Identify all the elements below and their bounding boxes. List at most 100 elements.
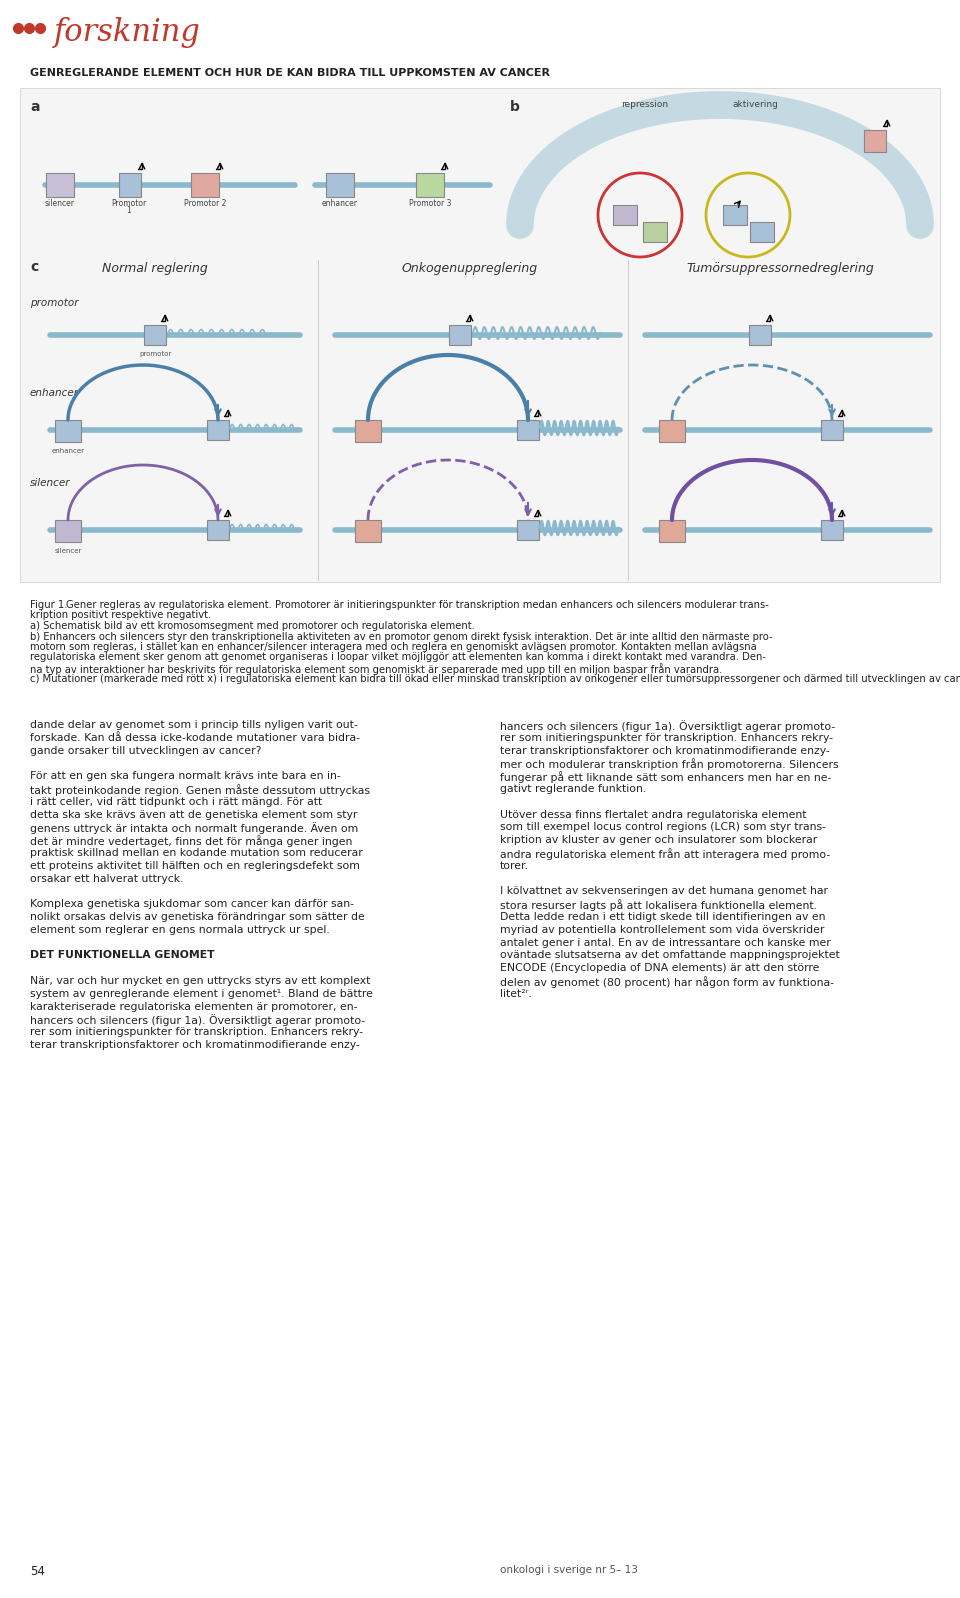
FancyBboxPatch shape — [355, 420, 381, 443]
Text: terar transkriptionsfaktorer och kromatinmodifierande enzy-: terar transkriptionsfaktorer och kromati… — [500, 746, 829, 756]
Text: karakteriserade regulatoriska elementen är promotorer, en-: karakteriserade regulatoriska elementen … — [30, 1002, 357, 1012]
Text: kription positivt respektive negativt.: kription positivt respektive negativt. — [30, 610, 211, 620]
Text: takt proteinkodande region. Genen måste dessutom uttryckas: takt proteinkodande region. Genen måste … — [30, 785, 370, 796]
Text: fungerar på ett liknande sätt som enhancers men har en ne-: fungerar på ett liknande sätt som enhanc… — [500, 772, 831, 783]
Text: Promotor 2: Promotor 2 — [183, 200, 227, 208]
Text: repression: repression — [621, 101, 668, 109]
FancyBboxPatch shape — [659, 519, 685, 542]
Text: enhancer: enhancer — [52, 447, 84, 454]
FancyBboxPatch shape — [119, 173, 141, 197]
FancyBboxPatch shape — [20, 88, 940, 582]
Text: Utöver dessa finns flertalet andra regulatoriska element: Utöver dessa finns flertalet andra regul… — [500, 810, 806, 820]
Text: silencer: silencer — [45, 200, 75, 208]
Text: onkologi i sverige nr 5– 13: onkologi i sverige nr 5– 13 — [500, 1564, 637, 1576]
Text: silencer: silencer — [55, 548, 82, 555]
Text: a: a — [30, 101, 39, 113]
Text: praktisk skillnad mellan en kodande mutation som reducerar: praktisk skillnad mellan en kodande muta… — [30, 849, 363, 858]
Text: promotor: promotor — [139, 352, 171, 356]
Text: Gener regleras av regulatoriska element. Promotorer är initieringspunkter för tr: Gener regleras av regulatoriska element.… — [66, 599, 769, 610]
Text: silencer: silencer — [30, 478, 70, 487]
Text: När, var och hur mycket en gen uttrycks styrs av ett komplext: När, var och hur mycket en gen uttrycks … — [30, 976, 371, 986]
Text: Onkogenuppreglering: Onkogenuppreglering — [402, 262, 538, 275]
Text: delen av genomet (80 procent) har någon form av funktiona-: delen av genomet (80 procent) har någon … — [500, 976, 834, 988]
Text: ett proteins aktivitet till hälften och en regleringsdefekt som: ett proteins aktivitet till hälften och … — [30, 861, 360, 871]
Text: i rätt celler, vid rätt tidpunkt och i rätt mängd. För att: i rätt celler, vid rätt tidpunkt och i r… — [30, 797, 323, 807]
FancyBboxPatch shape — [207, 420, 229, 439]
Text: Tumörsuppressornedreglering: Tumörsuppressornedreglering — [686, 262, 874, 275]
Text: andra regulatoriska element från att interagera med promo-: andra regulatoriska element från att int… — [500, 849, 830, 860]
Text: gande orsaker till utvecklingen av cancer?: gande orsaker till utvecklingen av cance… — [30, 746, 261, 756]
Text: Komplexa genetiska sjukdomar som cancer kan därför san-: Komplexa genetiska sjukdomar som cancer … — [30, 900, 354, 909]
FancyBboxPatch shape — [864, 129, 886, 152]
Text: motorn som regleras, i stället kan en enhancer/silencer interagera med och regle: motorn som regleras, i stället kan en en… — [30, 642, 756, 652]
Text: forskade. Kan då dessa icke-kodande mutationer vara bidra-: forskade. Kan då dessa icke-kodande muta… — [30, 733, 360, 743]
Text: orsakar ett halverat uttryck.: orsakar ett halverat uttryck. — [30, 874, 183, 884]
Text: c: c — [30, 260, 38, 273]
Text: b: b — [510, 101, 520, 113]
Text: Promotor 3: Promotor 3 — [409, 200, 451, 208]
FancyBboxPatch shape — [144, 324, 166, 345]
Text: GENREGLERANDE ELEMENT OCH HUR DE KAN BIDRA TILL UPPKOMSTEN AV CANCER: GENREGLERANDE ELEMENT OCH HUR DE KAN BID… — [30, 69, 550, 78]
Text: enhancer: enhancer — [322, 200, 358, 208]
Text: oväntade slutsatserna av det omfattande mappningsprojektet: oväntade slutsatserna av det omfattande … — [500, 951, 840, 960]
Text: litet²ʳ.: litet²ʳ. — [500, 989, 532, 999]
Text: myriad av potentiella kontrollelement som vida överskrider: myriad av potentiella kontrollelement so… — [500, 925, 825, 935]
Text: rer som initieringspunkter för transkription. Enhancers rekry-: rer som initieringspunkter för transkrip… — [30, 1028, 363, 1037]
FancyBboxPatch shape — [355, 519, 381, 542]
Text: na typ av interaktioner har beskrivits för regulatoriska element som genomiskt ä: na typ av interaktioner har beskrivits f… — [30, 663, 722, 674]
Text: detta ska ske krävs även att de genetiska element som styr: detta ska ske krävs även att de genetisk… — [30, 810, 357, 820]
Text: Detta ledde redan i ett tidigt skede till identifieringen av en: Detta ledde redan i ett tidigt skede til… — [500, 912, 826, 922]
FancyBboxPatch shape — [659, 420, 685, 443]
Text: c) Mutationer (markerade med rött x) i regulatoriska element kan bidra till ökad: c) Mutationer (markerade med rött x) i r… — [30, 673, 960, 684]
Text: genens uttryck är intakta och normalt fungerande. Även om: genens uttryck är intakta och normalt fu… — [30, 823, 358, 834]
Text: 54: 54 — [30, 1564, 45, 1577]
FancyBboxPatch shape — [723, 205, 747, 225]
Text: ENCODE (Encyclopedia of DNA elements) är att den större: ENCODE (Encyclopedia of DNA elements) är… — [500, 964, 820, 973]
FancyBboxPatch shape — [207, 519, 229, 540]
FancyBboxPatch shape — [517, 420, 539, 439]
FancyBboxPatch shape — [449, 324, 471, 345]
Text: b) Enhancers och silencers styr den transkriptionella aktiviteten av en promotor: b) Enhancers och silencers styr den tran… — [30, 631, 773, 641]
FancyBboxPatch shape — [326, 173, 354, 197]
Text: aktivering: aktivering — [732, 101, 778, 109]
Text: torer.: torer. — [500, 861, 529, 871]
Text: a) Schematisk bild av ett kromosomsegment med promotorer och regulatoriska eleme: a) Schematisk bild av ett kromosomsegmen… — [30, 622, 475, 631]
FancyBboxPatch shape — [749, 324, 771, 345]
FancyBboxPatch shape — [46, 173, 74, 197]
Text: DET FUNKTIONELLA GENOMET: DET FUNKTIONELLA GENOMET — [30, 951, 215, 960]
Text: mer och modulerar transkription från promotorerna. Silencers: mer och modulerar transkription från pro… — [500, 759, 839, 770]
FancyBboxPatch shape — [55, 420, 81, 443]
FancyBboxPatch shape — [643, 222, 667, 241]
Text: Promotor: Promotor — [111, 200, 147, 208]
Text: För att en gen ska fungera normalt krävs inte bara en in-: För att en gen ska fungera normalt krävs… — [30, 772, 341, 781]
FancyBboxPatch shape — [191, 173, 219, 197]
Text: det är mindre vedertaget, finns det för många gener ingen: det är mindre vedertaget, finns det för … — [30, 836, 352, 847]
Text: forskning: forskning — [54, 16, 201, 48]
FancyBboxPatch shape — [821, 519, 843, 540]
Text: gativt reglerande funktion.: gativt reglerande funktion. — [500, 785, 646, 794]
Text: som till exempel locus control regions (LCR) som styr trans-: som till exempel locus control regions (… — [500, 823, 826, 833]
Text: Normal reglering: Normal reglering — [102, 262, 208, 275]
FancyBboxPatch shape — [821, 420, 843, 439]
Text: I kölvattnet av sekvenseringen av det humana genomet har: I kölvattnet av sekvenseringen av det hu… — [500, 887, 828, 896]
FancyBboxPatch shape — [416, 173, 444, 197]
Text: Figur 1.: Figur 1. — [30, 599, 71, 610]
Text: dande delar av genomet som i princip tills nyligen varit out-: dande delar av genomet som i princip til… — [30, 721, 358, 730]
Text: terar transkriptionsfaktorer och kromatinmodifierande enzy-: terar transkriptionsfaktorer och kromati… — [30, 1040, 360, 1050]
Text: element som reglerar en gens normala uttryck ur spel.: element som reglerar en gens normala utt… — [30, 925, 329, 935]
Text: promotor: promotor — [30, 297, 79, 308]
Text: regulatoriska element sker genom att genomet organiseras i loopar vilket möjligg: regulatoriska element sker genom att gen… — [30, 652, 766, 663]
Text: 1: 1 — [127, 206, 132, 216]
FancyBboxPatch shape — [55, 519, 81, 542]
Text: stora resurser lagts på att lokalisera funktionella element.: stora resurser lagts på att lokalisera f… — [500, 900, 817, 911]
Text: system av genreglerande element i genomet¹. Bland de bättre: system av genreglerande element i genome… — [30, 989, 372, 999]
Text: antalet gener i antal. En av de intressantare och kanske mer: antalet gener i antal. En av de intressa… — [500, 938, 830, 948]
Text: nolikt orsakas delvis av genetiska förändringar som sätter de: nolikt orsakas delvis av genetiska förän… — [30, 912, 365, 922]
FancyBboxPatch shape — [613, 205, 637, 225]
Text: enhancer: enhancer — [30, 388, 79, 398]
Text: hancers och silencers (figur 1a). Översiktligt agerar promoto-: hancers och silencers (figur 1a). Översi… — [30, 1015, 365, 1026]
FancyBboxPatch shape — [517, 519, 539, 540]
Text: kription av kluster av gener och insulatorer som blockerar: kription av kluster av gener och insulat… — [500, 836, 817, 845]
Text: rer som initieringspunkter för transkription. Enhancers rekry-: rer som initieringspunkter för transkrip… — [500, 733, 833, 743]
Text: hancers och silencers (figur 1a). Översiktligt agerar promoto-: hancers och silencers (figur 1a). Översi… — [500, 721, 835, 732]
